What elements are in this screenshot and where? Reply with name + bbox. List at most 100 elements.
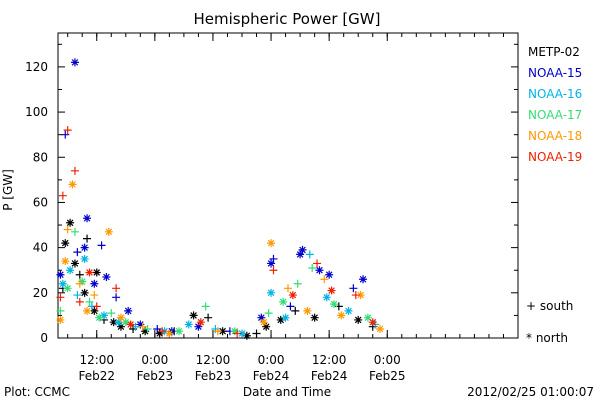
data-point-metp-02 xyxy=(141,327,150,336)
data-point-noaa-16 xyxy=(281,313,290,322)
x-tick-label-time: 0:00 xyxy=(374,353,401,367)
y-tick-label: 40 xyxy=(33,241,48,255)
data-point-noaa-17 xyxy=(330,300,338,309)
data-point-metp-02 xyxy=(276,315,285,324)
data-point-noaa-16 xyxy=(238,329,246,338)
y-tick-label: 80 xyxy=(33,150,48,164)
x-tick-label-time: 12:00 xyxy=(312,353,347,367)
data-point-metp-02 xyxy=(155,329,164,338)
footer-source: Plot: CCMC xyxy=(4,385,70,399)
data-point-noaa-15 xyxy=(194,322,203,331)
data-point-noaa-17 xyxy=(121,318,130,327)
data-point-metp-02 xyxy=(116,322,125,331)
data-point-noaa-17 xyxy=(85,297,94,306)
data-point-metp-02 xyxy=(218,327,227,336)
data-point-noaa-18 xyxy=(267,239,276,248)
data-point-noaa-18 xyxy=(213,327,222,336)
data-point-metp-02 xyxy=(262,322,271,331)
legend-entry-metp-02: METP-02 xyxy=(528,45,580,59)
x-tick-label-date: Feb22 xyxy=(78,369,115,383)
data-point-noaa-18 xyxy=(303,306,312,315)
data-point-noaa-15 xyxy=(153,324,162,333)
marker-legend: + south * north xyxy=(526,299,573,345)
data-point-noaa-19 xyxy=(58,191,67,200)
data-point-noaa-18 xyxy=(104,227,113,236)
data-point-noaa-18 xyxy=(116,313,125,322)
data-point-noaa-19 xyxy=(368,318,377,327)
y-tick-label: 120 xyxy=(25,60,48,74)
data-point-noaa-18 xyxy=(63,225,72,234)
x-tick-label-date: Feb24 xyxy=(253,369,290,383)
data-point-noaa-18 xyxy=(61,257,70,266)
data-point-metp-02 xyxy=(90,306,99,315)
data-point-noaa-16 xyxy=(305,250,314,259)
data-point-noaa-16 xyxy=(73,291,82,300)
data-point-noaa-17 xyxy=(56,306,65,315)
data-point-noaa-19 xyxy=(313,259,322,268)
legend-entry-noaa-18: NOAA-18 xyxy=(528,129,582,143)
data-point-noaa-16 xyxy=(80,254,89,263)
data-point-noaa-15 xyxy=(298,245,307,254)
legend-entry-noaa-16: NOAA-16 xyxy=(528,87,582,101)
data-point-metp-02 xyxy=(189,311,198,320)
data-point-noaa-16 xyxy=(114,318,123,327)
data-point-noaa-17 xyxy=(363,313,372,322)
data-point-noaa-15 xyxy=(70,58,79,67)
data-point-noaa-18 xyxy=(56,315,65,324)
data-point-noaa-19 xyxy=(70,166,79,175)
data-point-noaa-19 xyxy=(92,302,101,311)
y-tick-label: 60 xyxy=(33,195,48,209)
data-point-metp-02 xyxy=(242,331,251,340)
data-point-metp-02 xyxy=(109,318,118,327)
data-point-noaa-15 xyxy=(61,130,70,139)
data-point-noaa-19 xyxy=(75,297,84,306)
data-point-noaa-17 xyxy=(143,324,152,333)
data-point-noaa-19 xyxy=(327,286,336,295)
data-point-noaa-15 xyxy=(296,250,305,259)
data-point-noaa-19 xyxy=(158,327,167,336)
x-tick-label-date: Feb24 xyxy=(311,369,348,383)
data-point-noaa-16 xyxy=(344,306,353,315)
data-point-noaa-16 xyxy=(322,293,331,302)
legend-entry-noaa-15: NOAA-15 xyxy=(528,66,582,80)
data-point-noaa-18 xyxy=(75,279,84,288)
data-point-metp-02 xyxy=(291,306,300,315)
data-point-noaa-19 xyxy=(126,320,135,329)
y-tick-label: 100 xyxy=(25,105,48,119)
x-tick-label-date: Feb23 xyxy=(137,369,174,383)
data-point-noaa-15 xyxy=(136,320,145,329)
data-point-noaa-15 xyxy=(56,270,65,279)
y-tick-label: 20 xyxy=(33,286,48,300)
data-point-noaa-18 xyxy=(68,180,77,189)
data-point-noaa-15 xyxy=(269,254,278,263)
footer-timestamp: 2012/02/25 01:00:07 xyxy=(467,385,594,399)
legend: METP-02 NOAA-15 NOAA-16 NOAA-17 NOAA-18 NOAA-… xyxy=(528,45,582,164)
data-point-noaa-15 xyxy=(80,243,89,252)
y-tick-label: 0 xyxy=(40,331,48,345)
data-point-noaa-17 xyxy=(70,227,79,236)
data-point-noaa-17 xyxy=(78,277,87,286)
x-tick-label-time: 0:00 xyxy=(258,353,285,367)
x-tick-label-date: Feb25 xyxy=(369,369,406,383)
data-point-noaa-18 xyxy=(320,275,329,284)
data-point-noaa-19 xyxy=(56,293,65,302)
data-point-noaa-16 xyxy=(184,320,193,329)
data-point-noaa-19 xyxy=(288,291,297,300)
data-point-noaa-18 xyxy=(165,329,174,338)
data-point-noaa-15 xyxy=(97,241,106,250)
y-axis-label: P [GW] xyxy=(1,169,15,211)
data-point-noaa-19 xyxy=(233,329,242,338)
data-point-noaa-18 xyxy=(259,318,268,327)
legend-entry-noaa-17: NOAA-17 xyxy=(528,108,582,122)
data-point-metp-02 xyxy=(66,218,75,227)
data-point-noaa-18 xyxy=(284,284,292,293)
data-points xyxy=(56,58,384,340)
data-point-metp-02 xyxy=(354,315,363,324)
x-axis-label: Date and Time xyxy=(243,385,331,399)
data-point-metp-02 xyxy=(204,313,213,322)
data-point-noaa-17 xyxy=(201,302,210,311)
data-point-metp-02 xyxy=(75,270,84,279)
chart-title: Hemispheric Power [GW] xyxy=(194,10,381,28)
data-point-metp-02 xyxy=(83,234,92,243)
data-point-noaa-17 xyxy=(264,309,273,318)
